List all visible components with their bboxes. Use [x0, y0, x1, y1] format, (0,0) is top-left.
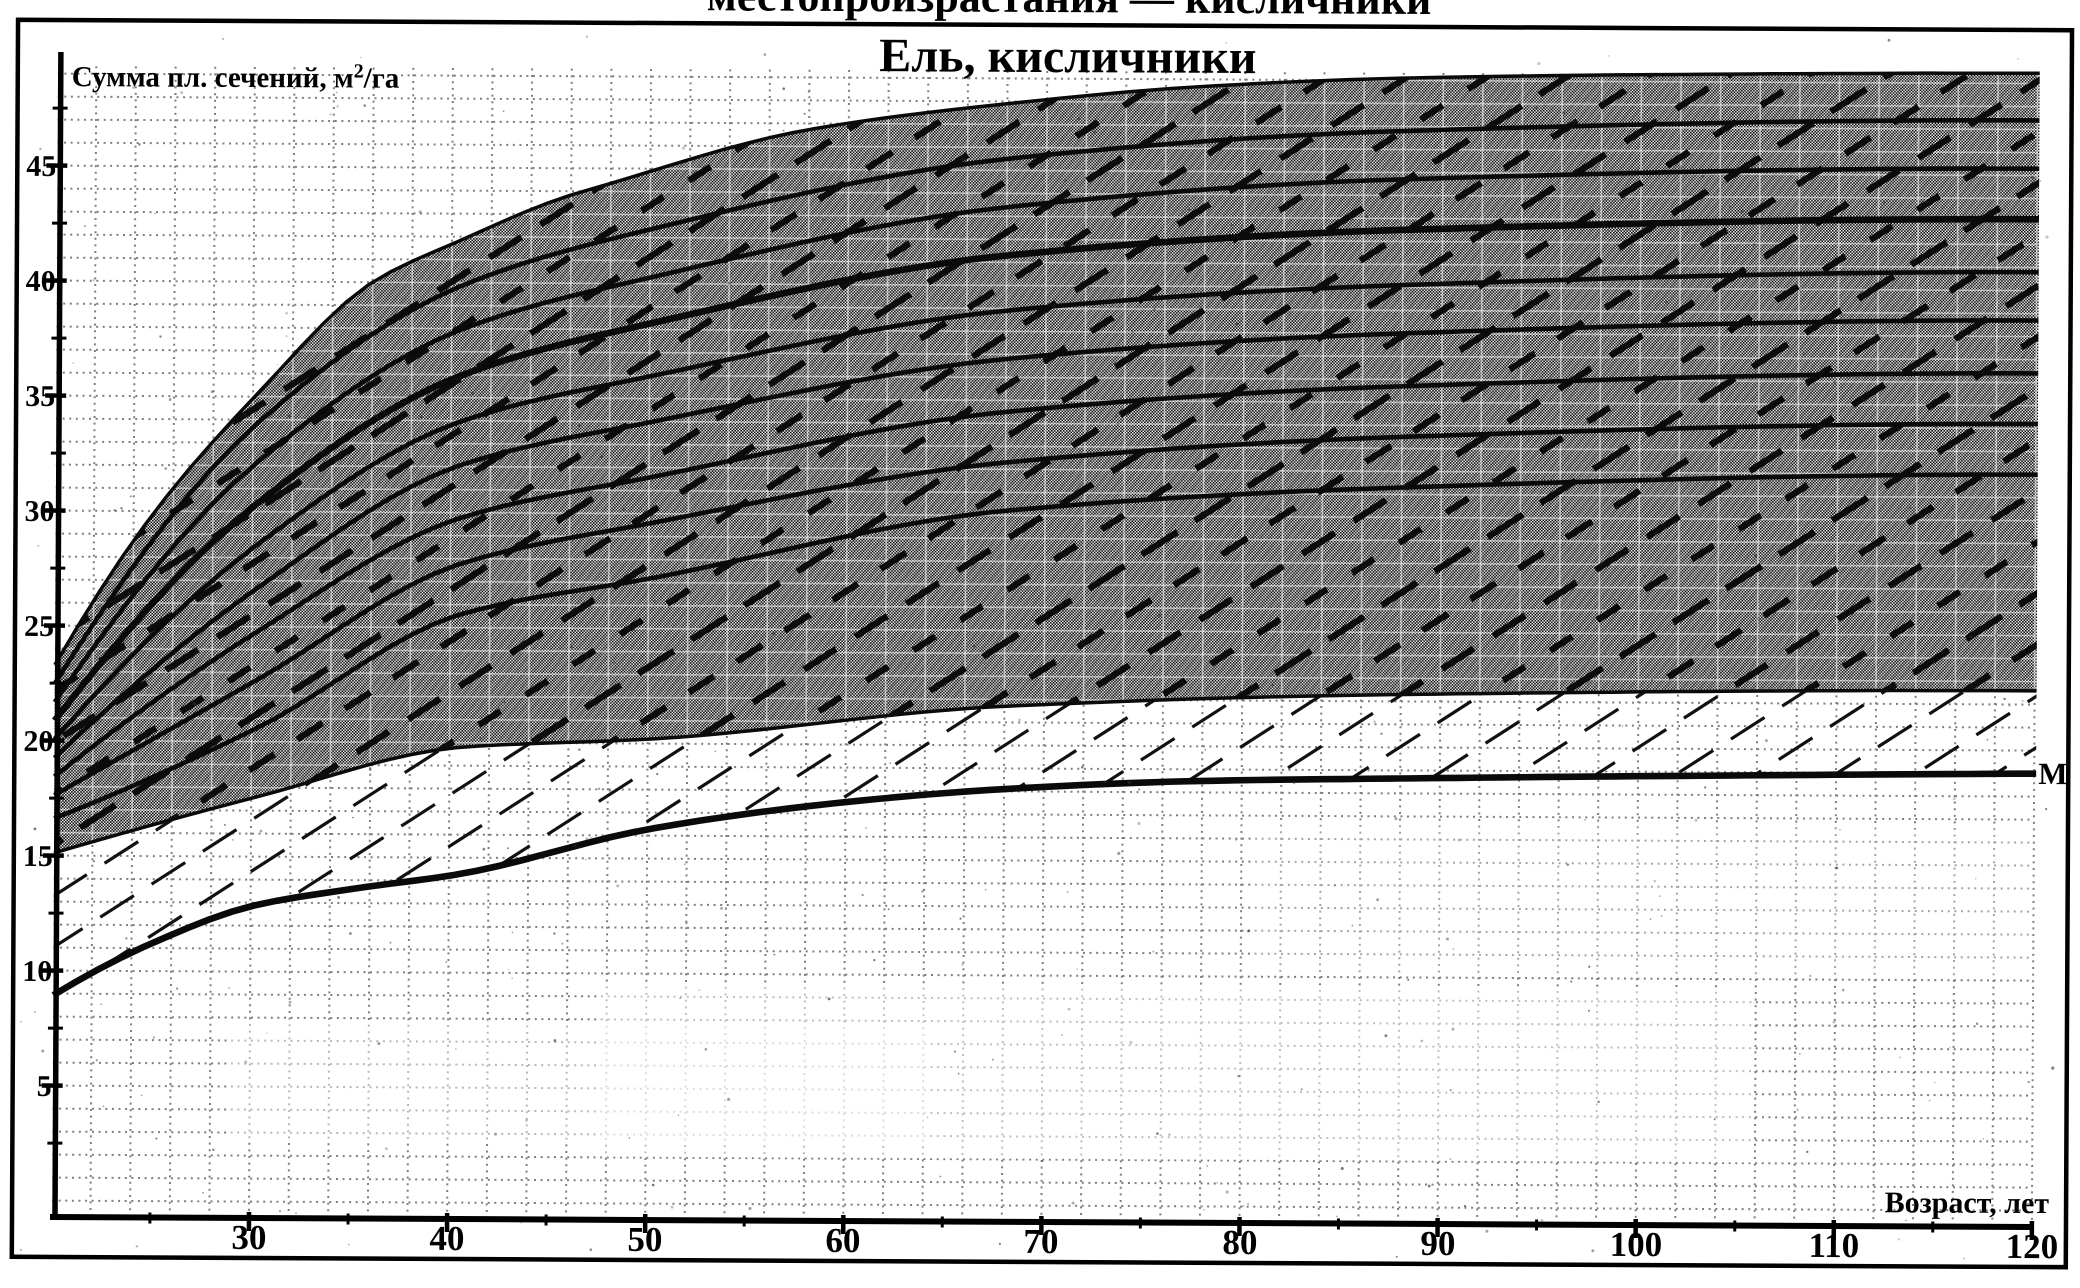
svg-text:45: 45 [26, 150, 56, 183]
svg-text:30: 30 [231, 1218, 266, 1257]
svg-text:35: 35 [25, 380, 55, 413]
svg-text:60: 60 [825, 1221, 860, 1260]
svg-text:Возраст, лет: Возраст, лет [1885, 1186, 2050, 1220]
svg-text:110: 110 [1808, 1226, 1859, 1265]
svg-text:40: 40 [429, 1219, 464, 1258]
svg-text:25: 25 [24, 610, 54, 643]
svg-text:30: 30 [24, 495, 54, 528]
svg-text:120: 120 [2006, 1227, 2059, 1266]
svg-text:40: 40 [26, 265, 56, 298]
svg-text:20: 20 [23, 725, 53, 758]
svg-text:15: 15 [23, 840, 53, 873]
svg-text:5: 5 [37, 1070, 52, 1103]
svg-text:50: 50 [627, 1220, 662, 1259]
svg-text:70: 70 [1023, 1222, 1058, 1261]
svg-text:местопроизрастания — кисличник: местопроизрастания — кисличники [707, 0, 1432, 24]
svg-text:80: 80 [1222, 1223, 1257, 1262]
svg-text:10: 10 [22, 955, 52, 988]
svg-text:100: 100 [1610, 1225, 1663, 1264]
svg-text:М: М [2038, 756, 2067, 791]
svg-text:Ель, кисличники: Ель, кисличники [879, 29, 1256, 84]
svg-text:90: 90 [1420, 1224, 1455, 1263]
svg-text:Сумма пл. сечений, м2/га: Сумма пл. сечений, м2/га [72, 59, 400, 95]
